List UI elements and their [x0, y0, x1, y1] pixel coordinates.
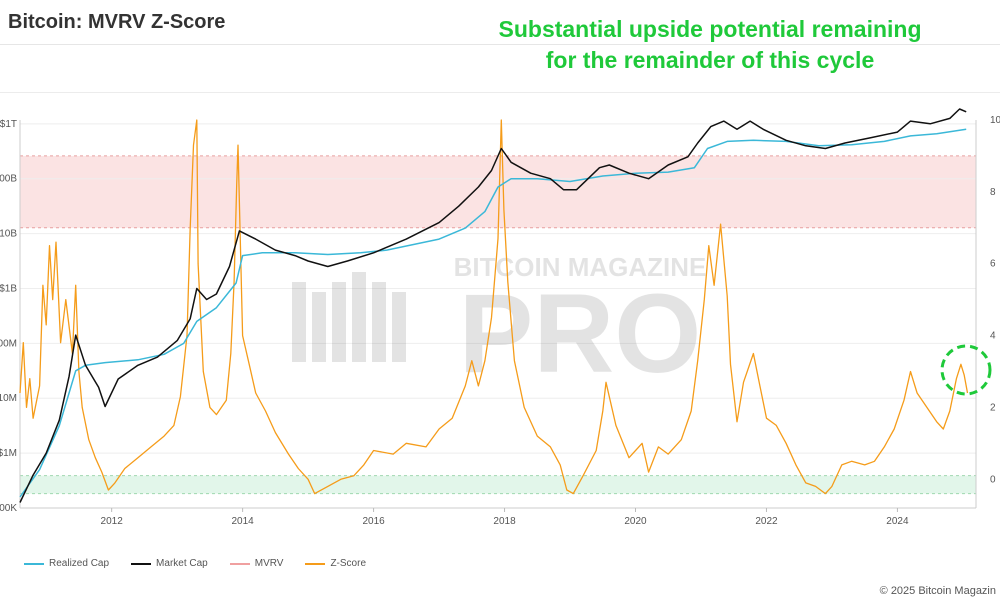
right-tick-label: 4 [990, 331, 996, 342]
right-axis: 10 8 6 4 2 0 [990, 115, 1000, 485]
legend-item-mvrv[interactable]: MVRV [229, 558, 284, 569]
right-tick-label: 6 [990, 259, 996, 270]
watermark-main-text: PRO [459, 271, 702, 396]
x-tick-label: 2018 [493, 516, 516, 527]
toolbar-divider [0, 92, 1000, 93]
market-cap-series-line [19, 108, 967, 503]
left-tick-label: 10B [0, 229, 17, 240]
left-tick-label: 00B [0, 174, 17, 185]
legend-item-market-cap[interactable]: Market Cap [131, 558, 208, 569]
left-tick-label: $1M [0, 448, 17, 459]
left-tick-label: 00K [0, 503, 17, 514]
left-tick-label: 10M [0, 393, 17, 404]
legend-label: Market Cap [156, 558, 208, 569]
z-score-series-line [19, 119, 969, 495]
x-axis: 2012 2014 2016 2018 2020 2022 2024 [101, 508, 909, 527]
right-tick-label: 10 [990, 115, 1000, 126]
highlight-circle [940, 344, 992, 396]
annotation-line-1: Substantial upside potential remaining [498, 16, 922, 42]
right-tick-label: 2 [990, 402, 996, 413]
x-tick-label: 2016 [362, 516, 385, 527]
right-tick-label: 8 [990, 187, 996, 198]
x-tick-label: 2014 [232, 516, 255, 527]
annotation-line-2: for the remainder of this cycle [545, 47, 875, 73]
legend-swatch [305, 562, 326, 565]
legend-swatch [24, 562, 44, 565]
left-tick-label: $1T [0, 119, 17, 130]
copyright: © 2025 Bitcoin Magazin [879, 585, 996, 597]
watermark-logo-icon [292, 272, 406, 362]
right-tick-label: 0 [990, 474, 996, 485]
legend-swatch [131, 562, 152, 565]
header-divider [0, 44, 1000, 45]
x-tick-label: 2024 [886, 516, 909, 527]
legend-item-z-score[interactable]: Z-Score [305, 558, 366, 569]
left-tick-label: 00M [0, 338, 17, 349]
green-zone-band [20, 475, 976, 494]
chart-series [19, 108, 969, 503]
chart-annotation: Substantial upside potential remaining f… [455, 14, 965, 76]
left-tick-label: $1B [0, 283, 17, 294]
legend-item-realized-cap[interactable]: Realized Cap [24, 558, 109, 569]
legend-label: Z-Score [330, 558, 367, 569]
x-tick-label: 2022 [755, 516, 778, 527]
legend-label: Realized Cap [49, 558, 110, 569]
watermark: BITCOIN MAGAZINE PRO [292, 252, 706, 396]
grid-lines [19, 120, 977, 509]
x-tick-label: 2020 [624, 516, 647, 527]
realized-cap-series-line [19, 128, 967, 498]
chart-legend: Realized Cap Market Cap MVRV Z-Score [24, 558, 388, 569]
left-axis: $1T 00B 10B $1B 00M 10M $1M 00K [0, 119, 17, 514]
x-tick-label: 2012 [101, 516, 124, 527]
page-title: Bitcoin: MVRV Z-Score [8, 11, 226, 33]
legend-swatch [229, 562, 250, 565]
legend-label: MVRV [254, 558, 284, 569]
